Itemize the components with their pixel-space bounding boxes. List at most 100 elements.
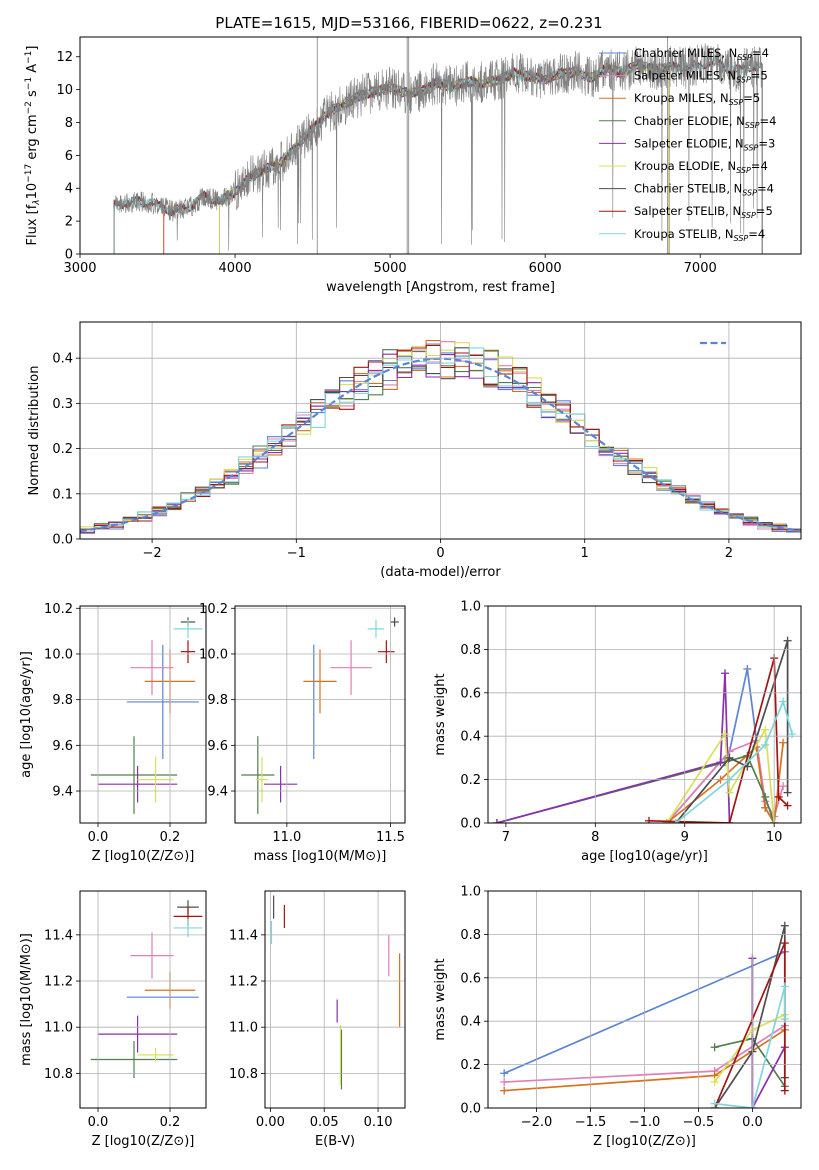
x-tick-label: 7 [502,830,510,845]
legend-nssp-value: 4 [760,159,767,173]
x-tick-label: 0.2 [160,1115,181,1130]
plot-area-weight_age [492,636,797,823]
y-tick-label: 0 [65,248,73,263]
axes-mass_EBV: 0.00 0.05 0.10 10.8 11.0 11.2 11.4 E(B-V) [229,890,406,1149]
y-tick-label: 10.2 [44,602,73,617]
x-tick-label: 0.05 [310,1115,339,1130]
x-tick-label: 7000 [684,261,717,276]
x-tick-label: −0.5 [683,1115,715,1130]
legend-nssp-eq: = [748,227,758,241]
x-tick-label: 0.10 [364,1115,393,1130]
legend-nssp-sub: SSP [736,76,751,85]
x-tick-label: −2 [143,546,162,561]
x-tick-label: −1.5 [575,1115,607,1130]
y-tick-label: 0.8 [460,928,481,943]
axes-frame [234,605,406,824]
x-tick-label: 11.5 [376,830,405,845]
x-tick-label: 10 [766,830,783,845]
x-tick-label: 0.2 [160,830,181,845]
x-tick-label: 8 [591,830,599,845]
legend-nssp-value: 5 [765,204,772,218]
legend-nssp-label: , N [728,136,744,150]
axes-frame [79,321,802,540]
x-tick-label: 0.0 [88,1115,109,1130]
x-tick-label: 4000 [219,261,252,276]
legend-nssp-eq: = [752,46,762,60]
legend-nssp-sub: SSP [729,98,744,107]
axes-frame [487,605,802,824]
x-axis-label: E(B-V) [315,1134,355,1149]
y-tick-label: 4 [65,182,73,197]
x-axis-label: Z [log10(Z/Z⊙)] [92,849,195,864]
x-tick-label: 3000 [63,261,96,276]
x-tick-label: 0.0 [742,1115,763,1130]
y-tick-label: 11.0 [229,1021,258,1036]
y-axis-label-part: λ [32,199,42,205]
legend-series-name: Salpeter STELIB [634,204,725,218]
axes-frame [79,890,207,1109]
legend-nssp-eq: = [751,159,761,173]
legend-nssp-sub: SSP [734,234,749,243]
legend-series-name: Chabrier STELIB [634,182,726,196]
axes-frame [264,890,406,1109]
legend-nssp-label: , N [721,46,737,60]
axes-spectrum: 3000 4000 5000 6000 7000 0 2 4 6 8 10 12 wavelength … [24,36,802,295]
y-tick-label: 9.8 [52,693,73,708]
y-tick-label: 0.6 [460,971,481,986]
x-axis-label: wavelength [Angstrom, rest frame] [326,280,555,295]
legend-nssp-label: , N [729,114,745,128]
axes-frame [79,605,207,824]
y-axis-label: mass weight [433,673,448,755]
legend-nssp-label: , N [720,159,736,173]
legend-nssp-value: 5 [760,69,767,83]
y-tick-label: 0.0 [460,817,481,832]
legend-entry: Salpeter MILES, NSSP=5 [634,69,768,85]
x-tick-label: 11.0 [272,830,301,845]
legend-nssp-value: 3 [768,136,775,150]
legend-entry: Kroupa MILES, NSSP=5 [634,91,760,107]
legend-nssp-value: 4 [769,114,776,128]
y-tick-label: 0.2 [52,442,73,457]
y-tick-label: 10.8 [44,1067,73,1082]
weight-line [714,1037,786,1087]
axes-frame [487,890,802,1109]
x-tick-label: −1 [287,546,306,561]
y-axis-label-part: Flux [f [25,204,40,245]
axes-weight_Z: −2.0 −1.5 −1.0 −0.5 0.0 0.0 0.2 0.4 0.6 0.8 1.0 Z [… [433,885,802,1149]
y-axis-label-part: A [25,64,40,77]
y-axis-label-part: 10 [25,183,40,200]
legend-entry: Kroupa ELODIE, NSSP=4 [634,159,768,175]
legend-entry: Salpeter STELIB, NSSP=5 [634,204,773,220]
y-axis-label: Normed distribution [27,366,42,496]
weight-line [713,924,786,1108]
y-tick-label: 11.2 [44,975,73,990]
axes-residuals: −2 −1 0 1 2 0.0 0.1 0.2 0.3 0.4 (data-model)/error… [27,321,802,580]
x-tick-label: 6000 [529,261,562,276]
legend-nssp-eq: = [757,182,767,196]
y-tick-label: 0.2 [460,773,481,788]
legend-series-name: Chabrier MILES [634,46,721,60]
axes-age_Z: 0.0 0.2 9.4 9.6 9.8 10.0 10.2 Z [log10(Z/Z⊙)] ag… [19,602,207,864]
y-tick-label: 9.4 [207,785,228,800]
legend-series-name: Kroupa ELODIE [634,159,720,173]
plot-area-age_Z [90,617,203,814]
legend-series-name: Salpeter MILES [634,69,720,83]
legend-nssp-eq: = [760,114,770,128]
legend-series-name: Kroupa MILES [634,91,713,105]
weight-line [714,985,786,1108]
legend-entry: Kroupa STELIB, NSSP=4 [634,227,765,243]
y-tick-label: 11.4 [229,928,258,943]
model-spectrum-line [113,56,763,254]
y-tick-label: 11.0 [44,1021,73,1036]
x-axis-label: Z [log10(Z/Z⊙)] [92,1134,195,1149]
y-tick-label: 0.4 [460,730,481,745]
legend-nssp-label: , N [720,69,736,83]
x-tick-label: −1.0 [629,1115,661,1130]
y-axis-label-part: −2 [24,101,34,114]
legend-entry: Salpeter ELODIE, NSSP=3 [634,136,775,152]
x-tick-label: 5000 [374,261,407,276]
y-tick-label: 10.2 [199,602,228,617]
y-tick-label: 10.8 [229,1067,258,1082]
legend-entry: Chabrier STELIB, NSSP=4 [634,182,774,198]
x-tick-label: 0 [436,546,444,561]
